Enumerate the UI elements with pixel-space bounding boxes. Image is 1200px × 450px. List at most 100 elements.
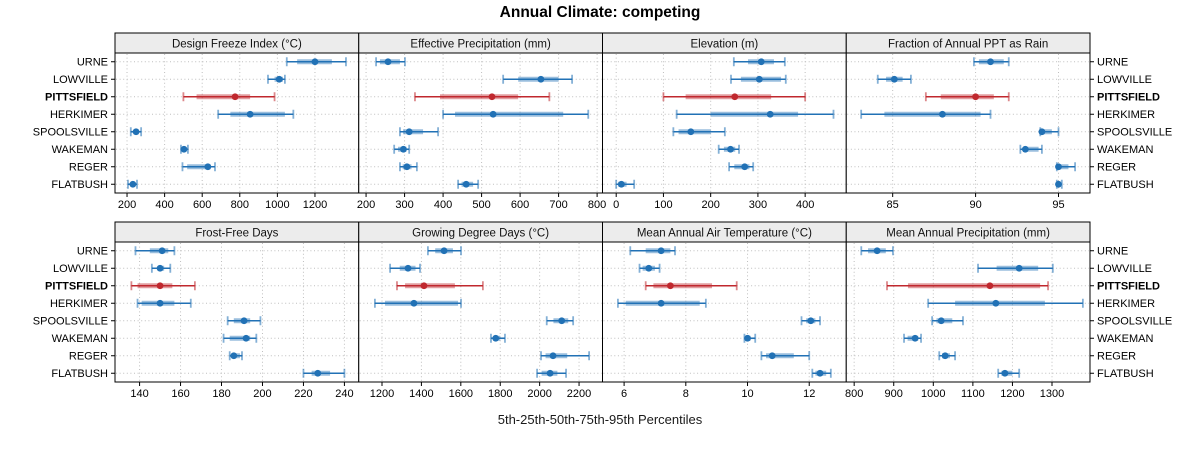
median-dot [744,334,751,342]
x-tick-label: 10 [741,388,753,400]
x-tick-label: 600 [193,199,211,211]
percentile-mark-flatbush [615,179,636,189]
row-label-left-lowville: LOWVILLE [53,263,108,275]
median-dot [873,247,881,255]
median-dot [230,352,238,360]
panel-mean-annual-precipitation-mm: Mean Annual Precipitation (mm) 800 900 1000… [845,221,1091,400]
median-dot [1001,369,1009,377]
x-tick-label: 300 [749,199,767,211]
chart-title: Annual Climate: competing [499,4,701,21]
x-tick-label: 85 [887,199,899,211]
row-label-left-flatbush: FLATBUSH [51,368,108,380]
median-dot [405,128,413,136]
median-dot [400,145,407,153]
median-dot [687,128,695,136]
x-tick-label: 140 [130,388,148,400]
panel-effective-precipitation-mm: Effective Precipitation (mm) 200 300 400 500… [357,32,606,211]
median-dot [489,110,497,118]
panel-growing-degree-days-c: Growing Degree Days (°C) 1200 1400 1600 1800… [358,221,603,400]
panel-box [114,241,360,383]
percentile-mark-lowville [730,74,787,84]
x-tick-label: 200 [701,199,719,211]
median-dot [546,369,554,377]
median-dot [972,93,979,101]
x-tick-label: 1200 [1000,388,1024,400]
panel-fraction-of-annual-ppt-as-rain: Fraction of Annual PPT as Rain 85 90 95 [845,32,1091,211]
x-tick-label: 1100 [961,388,985,400]
percentile-mark-flatbush [127,179,138,189]
median-dot [617,180,625,188]
percentile-mark-wakeman [903,333,922,343]
median-dot [816,369,824,377]
panel-box [845,52,1091,194]
x-tick-label: 1000 [921,388,945,400]
panel-title: Mean Annual Precipitation (mm) [886,228,1050,240]
x-tick-label: 400 [155,199,173,211]
percentile-mark-urne [732,57,786,67]
percentile-mark-urne [973,57,1010,67]
row-label-right-lowville: LOWVILLE [1097,263,1152,275]
median-dot [492,334,500,342]
percentile-mark-lowville [267,74,286,84]
percentile-mark-urne [629,246,676,256]
row-label-right-spoolsville: SPOOLSVILLE [1097,127,1172,139]
row-label-left-wakeman: WAKEMAN [52,333,108,345]
panel-title: Elevation (m) [691,39,759,51]
row-label-left-lowville: LOWVILLE [53,74,108,86]
row-label-left-pittsfield: PITTSFIELD [45,92,108,104]
percentile-mark-wakeman [490,333,506,343]
percentile-mark-pittsfield [924,92,1010,102]
median-dot [231,93,239,101]
percentile-mark-reger [1055,162,1076,172]
x-tick-label: 1600 [449,388,473,400]
median-dot [1055,163,1062,171]
median-dot [440,247,448,255]
median-dot [156,299,164,307]
x-tick-label: 240 [335,388,353,400]
x-tick-label: 800 [845,388,863,400]
x-tick-label: 220 [294,388,312,400]
panel-title: Growing Degree Days (°C) [412,228,549,240]
median-dot [939,110,946,118]
row-label-left-urne: URNE [77,246,108,258]
percentile-mark-spoolsville [226,316,262,326]
percentile-mark-pittsfield [886,281,1049,291]
row-label-left-wakeman: WAKEMAN [52,144,108,156]
percentile-mark-urne [427,246,462,256]
row-label-right-wakeman: WAKEMAN [1097,144,1153,156]
median-dot [657,299,665,307]
x-tick-label: 200 [357,199,375,211]
median-dot [1038,128,1046,136]
median-dot [204,163,212,171]
percentile-mark-reger [399,162,418,172]
percentile-mark-lowville [150,263,172,273]
median-dot [240,317,248,325]
x-tick-label: 1400 [409,388,433,400]
x-tick-label: 1000 [265,199,289,211]
percentile-mark-spoolsville [399,127,439,137]
panel-frost-free-days: Frost-Free Days 140 160 180 200 220 240 [114,221,360,400]
row-label-right-wakeman: WAKEMAN [1097,333,1153,345]
percentile-mark-wakeman [393,144,411,154]
x-tick-label: 12 [803,388,815,400]
percentile-mark-lowville [876,74,912,84]
x-tick-label: 90 [969,199,981,211]
percentile-mark-herkimer [617,298,707,308]
row-label-right-lowville: LOWVILLE [1097,74,1152,86]
x-tick-label: 200 [118,199,136,211]
x-tick-label: 1300 [1040,388,1064,400]
median-dot [731,93,739,101]
median-dot [666,282,674,290]
percentile-mark-wakeman [180,144,189,154]
median-dot [911,334,919,342]
percentile-mark-lowville [977,263,1054,273]
percentiles-caption: 5th-25th-50th-75th-95th Percentiles [497,412,703,427]
panel-box [358,52,603,194]
median-dot [645,264,653,272]
percentile-mark-spoolsville [545,316,575,326]
percentile-mark-reger [728,162,755,172]
percentile-mark-pittsfield [414,92,551,102]
percentile-mark-lowville [389,263,421,273]
percentile-mark-flatbush [811,368,832,378]
